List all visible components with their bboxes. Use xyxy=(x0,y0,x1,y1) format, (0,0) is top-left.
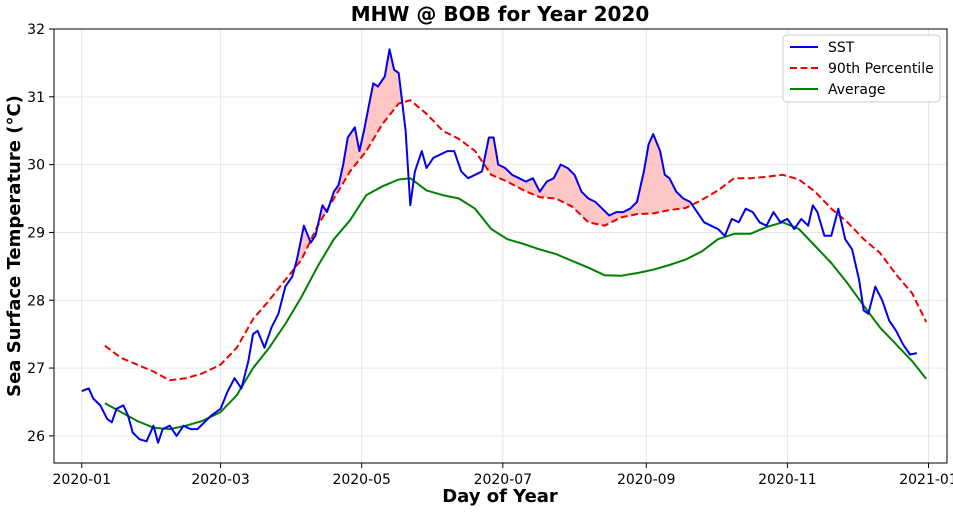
x-tick-label: 2020-03 xyxy=(191,472,250,488)
mhw-event-area xyxy=(484,134,692,226)
mhw-event-area xyxy=(329,49,403,207)
y-tick-label: 32 xyxy=(27,22,45,38)
x-tick-label: 2020-11 xyxy=(758,472,817,488)
chart-title: MHW @ BOB for Year 2020 xyxy=(351,2,650,26)
mhw-shading xyxy=(294,49,840,269)
x-tick-label: 2020-05 xyxy=(332,472,391,488)
plot-frame xyxy=(53,28,948,464)
x-axis-label: Day of Year xyxy=(442,486,558,507)
x-tick-label: 2021-01 xyxy=(899,472,953,488)
series-line-average xyxy=(104,177,927,431)
y-tick-label: 27 xyxy=(27,361,45,377)
y-tick-label: 31 xyxy=(27,90,45,106)
x-tick-label: 2020-09 xyxy=(617,472,676,488)
legend-label: SST xyxy=(828,40,855,56)
y-tick-label: 30 xyxy=(27,158,45,174)
series-line-90th-percentile xyxy=(104,99,928,382)
mhw-event-area xyxy=(294,225,310,269)
y-tick-label: 28 xyxy=(27,293,45,309)
series-lines xyxy=(81,48,928,444)
x-tick-label: 2020-07 xyxy=(474,472,533,488)
legend-box xyxy=(782,34,941,103)
x-tick-label: 2020-01 xyxy=(53,472,112,488)
y-tick-label: 26 xyxy=(27,429,45,445)
series-line-sst xyxy=(81,48,918,444)
legend-label: 90th Percentile xyxy=(828,61,934,77)
x-axis-ticks: 2020-01 2020-03 2020-05 2020-07 2020-09 2020-… xyxy=(53,463,953,488)
y-axis-ticks: 26 27 28 29 30 31 32 xyxy=(27,22,54,445)
legend-label: Average xyxy=(828,82,886,98)
legend: SST 90th Percentile Average xyxy=(782,34,941,103)
y-tick-label: 29 xyxy=(27,225,45,241)
y-axis-label: Sea Surface Temperature (°C) xyxy=(4,95,25,397)
